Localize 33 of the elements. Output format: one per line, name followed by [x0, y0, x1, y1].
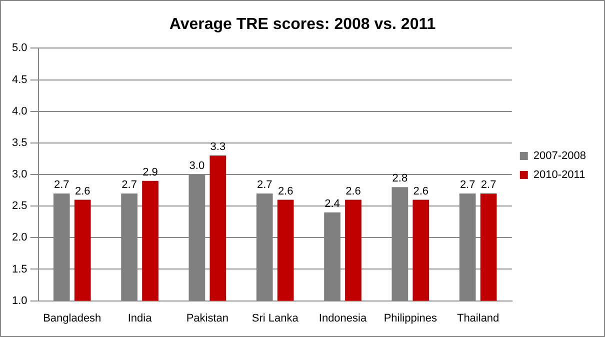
- data-label: 3.3: [210, 141, 226, 154]
- x-tick-label: Philippines: [384, 312, 438, 324]
- data-label: 2.6: [346, 185, 361, 198]
- y-tick-label: 3.0: [12, 168, 28, 181]
- data-label: 2.7: [460, 178, 476, 191]
- data-label: 2.8: [392, 172, 408, 185]
- legend-label: 2007-2008: [533, 150, 586, 162]
- y-tick-label: 2.0: [12, 232, 28, 244]
- data-label: 3.0: [189, 160, 205, 172]
- data-label: 2.9: [142, 166, 158, 178]
- y-tick-label: 1.0: [12, 294, 28, 307]
- data-label: 2.6: [413, 185, 429, 198]
- x-tick-label: India: [128, 312, 153, 324]
- x-tick-label: Bangladesh: [43, 312, 102, 324]
- x-tick-label: Pakistan: [186, 312, 229, 324]
- y-tick-label: 2.5: [12, 200, 28, 212]
- y-tick-label: 4.0: [12, 105, 28, 118]
- y-tick-label: 5.0: [12, 42, 28, 54]
- data-label: 2.7: [54, 178, 70, 191]
- data-label: 2.7: [480, 178, 496, 191]
- data-label: 2.6: [278, 185, 294, 198]
- y-tick-label: 3.5: [12, 136, 28, 149]
- y-tick-label: 4.5: [12, 74, 28, 86]
- data-label: 2.7: [256, 178, 272, 191]
- legend-label: 2010-2011: [533, 169, 586, 182]
- data-label: 2.4: [324, 198, 340, 210]
- chart-title: Average TRE scores: 2008 vs. 2011: [169, 16, 436, 34]
- data-label: 2.6: [74, 185, 90, 198]
- data-label: 2.7: [122, 178, 137, 191]
- y-tick-label: 1.5: [12, 263, 28, 276]
- x-tick-label: Indonesia: [318, 312, 368, 324]
- x-tick-label: Thailand: [456, 312, 500, 324]
- x-tick-label: Sri Lanka: [252, 312, 300, 324]
